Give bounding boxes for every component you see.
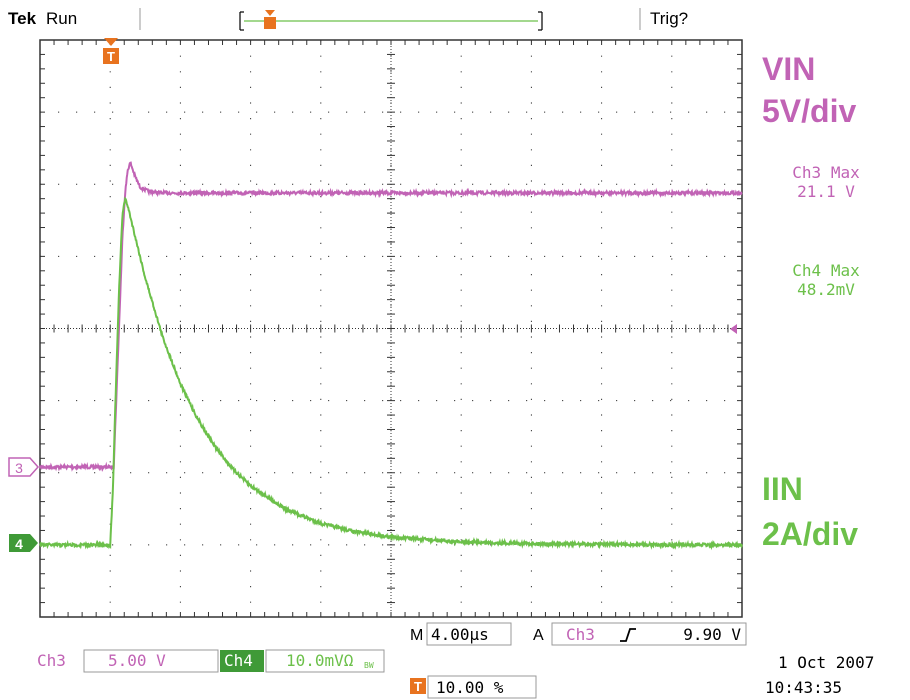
ch3-marker-label: 3	[15, 460, 23, 476]
trigger-position: 10.00 %	[436, 678, 504, 697]
ch4-max-label: Ch4 Max	[792, 261, 860, 280]
ch4-bw-suffix: BW	[364, 661, 374, 670]
ch3-scale: 5.00 V	[108, 651, 166, 670]
iin-scale: 2A/div	[762, 516, 858, 552]
trigger-mode: A	[533, 627, 544, 644]
ch4-marker-label: 4	[15, 536, 23, 552]
ch3-ground-marker: 3	[8, 457, 40, 477]
ch3-scale-box	[83, 649, 219, 673]
ch3-max-label: Ch3 Max	[792, 163, 860, 182]
trigger-readout: Ch3 9.90 V	[551, 622, 747, 646]
vin-title: VIN	[762, 51, 815, 87]
vin-scale: 5V/div	[762, 93, 856, 129]
trigger-position-icon	[410, 678, 426, 694]
rising-edge-icon	[620, 628, 636, 642]
time: 10:43:35	[765, 678, 842, 697]
trigger-level-arrow-icon	[730, 324, 737, 334]
graticule	[39, 39, 743, 618]
trigger-source: Ch3	[566, 625, 595, 644]
timebase-prefix: M	[410, 627, 423, 644]
timebase-value: 4.00µs	[431, 625, 489, 644]
trigger-status: Trig?	[650, 9, 688, 28]
trigger-level: 9.90 V	[683, 625, 741, 644]
trigger-marker-label: T	[107, 49, 115, 64]
series-line-vin	[39, 161, 743, 473]
ch4-label: Ch4	[224, 651, 253, 670]
date: 1 Oct 2007	[778, 653, 874, 672]
iin-title: IIN	[762, 471, 803, 507]
ch4-max-value: 48.2mV	[797, 280, 855, 299]
ch3-max-value: 21.1 V	[797, 182, 855, 201]
timebase-readout: M 4.00µs	[410, 622, 512, 646]
ch3-label: Ch3	[37, 651, 66, 670]
trigger-arrow-icon	[104, 38, 118, 46]
brand-label: Tek	[8, 9, 37, 28]
run-status: Run	[46, 9, 77, 28]
ch4-badge	[220, 650, 264, 672]
ch4-ground-marker: 4	[9, 534, 38, 552]
record-trigger-icon	[265, 10, 275, 16]
trigger-position-marker: T	[103, 38, 119, 64]
record-view-bar	[239, 10, 543, 31]
ch4-scale: 10.0mVΩ	[286, 651, 354, 670]
series-line-iin	[39, 196, 743, 551]
trigger-position-box	[427, 675, 537, 699]
ch4-scale-box	[265, 649, 385, 673]
trigger-position-icon-label: T	[414, 679, 422, 694]
